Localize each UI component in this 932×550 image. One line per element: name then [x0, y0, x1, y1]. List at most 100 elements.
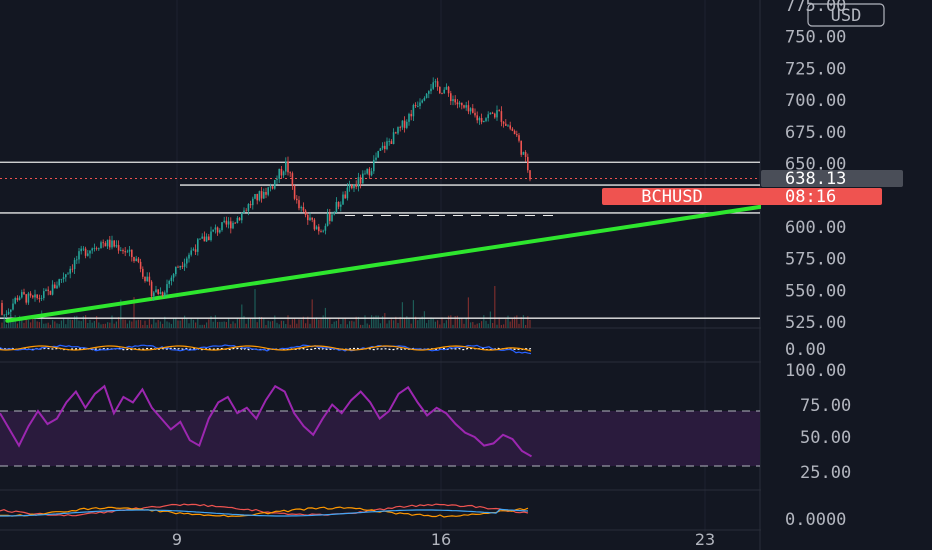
candle-body: [522, 152, 525, 155]
candle-body: [324, 225, 327, 231]
candle-body: [7, 311, 10, 315]
candle-body: [56, 285, 58, 289]
candle-body: [300, 207, 302, 209]
candle-body: [249, 204, 252, 206]
candle-body: [359, 177, 362, 184]
volume-bar: [384, 313, 386, 328]
volume-bar: [434, 321, 436, 328]
candle-body: [227, 221, 230, 225]
volume-bar: [426, 323, 428, 328]
volume-bar: [483, 315, 485, 328]
candle-body: [496, 110, 498, 118]
volume-bar: [298, 319, 300, 328]
candle-body: [236, 217, 239, 224]
volume-bar: [254, 289, 256, 328]
candle-body: [311, 217, 313, 220]
volume-bar: [140, 320, 142, 328]
volume-bar: [439, 324, 441, 328]
candle-body: [69, 268, 71, 274]
candle-body: [489, 112, 492, 115]
candle-body: [441, 93, 443, 94]
volume-bar: [175, 317, 177, 328]
candle-body: [159, 292, 162, 294]
volume-bar: [126, 323, 128, 328]
candle-body: [384, 145, 386, 150]
volume-bar: [199, 324, 201, 328]
currency-button[interactable]: [807, 3, 885, 27]
candle-body: [144, 276, 146, 282]
candle-body: [183, 263, 186, 267]
volume-bar: [344, 317, 346, 328]
price-tick-label: 650.00: [785, 155, 846, 175]
candle-body: [342, 194, 344, 205]
candle-body: [500, 111, 503, 122]
volume-bar: [173, 318, 175, 328]
volume-bar: [368, 324, 370, 328]
macd-line-blue: [0, 508, 529, 517]
volume-bar: [111, 315, 113, 328]
candle-body: [25, 294, 27, 303]
candle-body: [212, 229, 214, 232]
volume-bar: [212, 321, 214, 328]
oscillator-pane: [0, 344, 532, 355]
rsi-tick-25: 25.00: [800, 463, 851, 483]
price-tick-label: 600.00: [785, 218, 846, 238]
volume-bar: [133, 297, 135, 328]
volume-bar: [190, 318, 192, 328]
candle-body: [155, 289, 157, 293]
volume-bar: [307, 316, 309, 328]
volume-bar: [283, 320, 285, 328]
price-tick-label: 700.00: [785, 91, 846, 111]
volume-bar: [329, 317, 331, 328]
volume-bar: [285, 324, 287, 328]
candle-body: [403, 120, 406, 128]
volume-bar: [410, 323, 412, 328]
candle-body: [67, 273, 69, 275]
candle-body: [137, 258, 140, 262]
symbol-tag: [602, 188, 882, 205]
candle-body: [485, 118, 487, 121]
volume-bar: [47, 322, 49, 328]
candle-body: [201, 236, 203, 239]
candle-body: [214, 227, 217, 230]
candle-body: [256, 193, 258, 201]
candle-body: [135, 258, 137, 262]
volume-bar: [445, 320, 447, 328]
volume-bar: [507, 315, 509, 328]
candle-body: [469, 108, 472, 112]
volume-bar: [3, 319, 5, 328]
volume-bar: [214, 315, 216, 328]
candle-body: [115, 245, 118, 247]
volume-bar: [104, 323, 106, 328]
candle-body: [364, 173, 366, 175]
volume-bar: [305, 323, 307, 328]
rsi-tick-50: 50.00: [800, 428, 851, 448]
volume-bar: [228, 318, 230, 328]
candle-body: [260, 191, 263, 199]
candle-body: [443, 89, 445, 94]
candle-body: [282, 171, 285, 176]
volume-bar: [485, 320, 487, 328]
volume-bar: [153, 319, 155, 328]
candle-body: [245, 210, 247, 212]
volume-bar: [247, 317, 249, 328]
trendline[interactable]: [5, 199, 798, 323]
candle-body: [111, 240, 113, 248]
candle-body: [335, 201, 338, 213]
volume-bar: [129, 320, 131, 328]
candle-body: [318, 226, 320, 232]
candle-body: [21, 292, 23, 298]
volume-bar: [225, 322, 227, 328]
volume-bar: [503, 324, 505, 328]
volume-bar: [1, 322, 3, 328]
volume-bar: [401, 302, 403, 328]
candle-body: [331, 214, 333, 221]
candle-body: [148, 276, 151, 282]
volume-bar: [80, 321, 82, 328]
candle-body: [117, 245, 120, 251]
candle-body: [205, 236, 208, 242]
volume-bar: [239, 319, 241, 328]
price-axis[interactable]: [761, 0, 932, 550]
candle-body: [252, 198, 254, 206]
